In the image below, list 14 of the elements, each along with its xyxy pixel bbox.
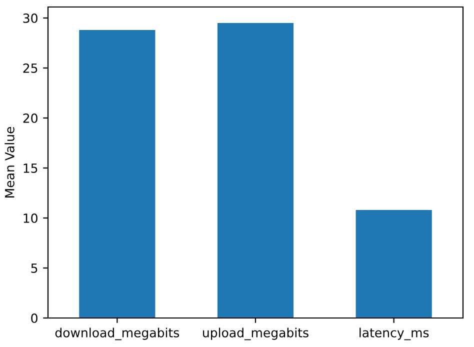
y-tick-label: 0 (31, 313, 38, 323)
y-tick-label: 5 (31, 264, 38, 273)
bar (356, 210, 432, 318)
y-tick-label: 20 (23, 113, 38, 123)
bar (79, 30, 156, 318)
y-tick-label: 15 (24, 164, 38, 173)
y-axis-title: Mean Value (4, 126, 14, 198)
bar (217, 23, 294, 318)
x-tick-label: download_megabits (55, 328, 180, 340)
y-tick-label: 30 (23, 13, 38, 23)
y-tick-label: 10 (24, 213, 38, 223)
y-tick-label: 25 (23, 63, 38, 73)
x-tick-label: upload_megabits (203, 328, 308, 340)
x-tick-label: latency_ms (360, 328, 429, 340)
